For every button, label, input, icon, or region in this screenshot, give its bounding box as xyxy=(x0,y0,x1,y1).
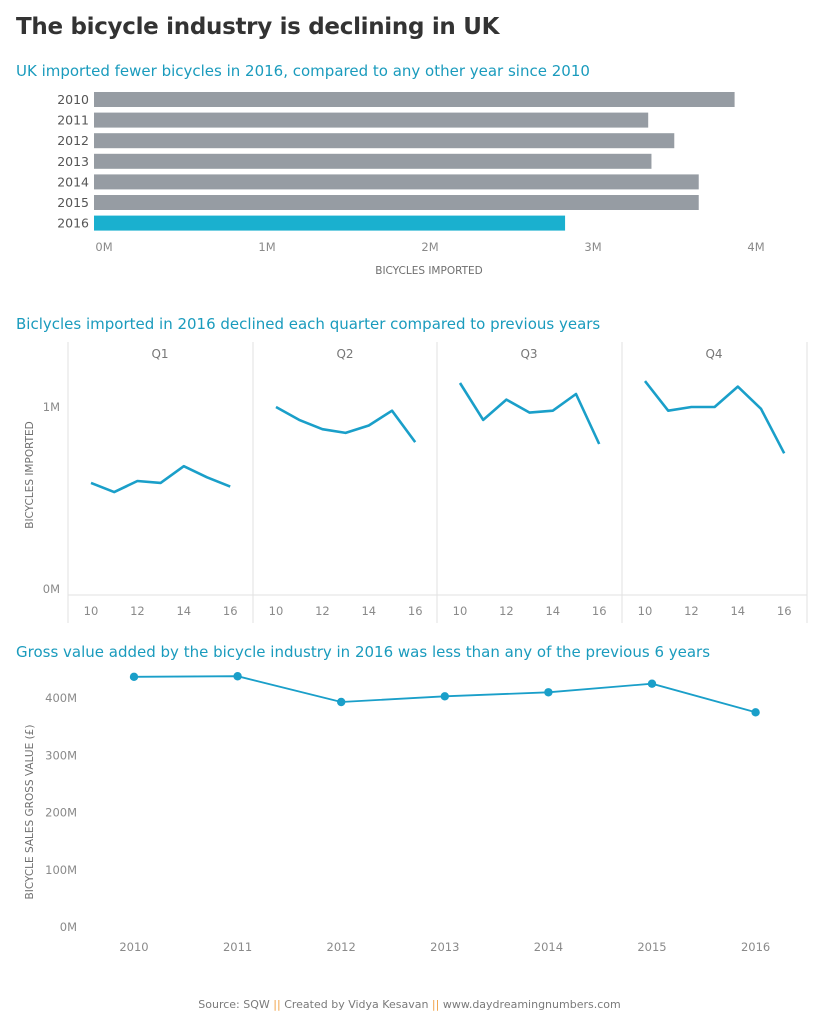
x-tick-label: 16 xyxy=(777,604,792,618)
y-tick-label: 0M xyxy=(43,582,60,596)
bar-category-label: 2010 xyxy=(57,92,89,107)
bar-2010 xyxy=(94,92,735,107)
y-tick-label: 0M xyxy=(60,920,77,934)
bar-2013 xyxy=(94,153,652,169)
x-tick-label: 12 xyxy=(315,604,330,618)
y-tick-label: 1M xyxy=(43,400,60,414)
series-line-Q2 xyxy=(275,405,417,443)
x-tick-label: 10 xyxy=(638,604,653,618)
bar-category-label: 2012 xyxy=(57,133,89,148)
x-tick-label: 10 xyxy=(453,604,468,618)
panel-label-Q1: Q1 xyxy=(151,347,168,361)
y-axis-label: BICYCLES IMPORTED xyxy=(24,421,36,529)
footer-site: www.daydreamingnumbers.com xyxy=(442,998,621,1011)
x-tick-label: 16 xyxy=(592,604,607,618)
data-point-2012 xyxy=(337,697,346,707)
x-tick-label: 12 xyxy=(130,604,145,618)
y-tick-label: 100M xyxy=(45,863,77,877)
gross-value-chart-title: Gross value added by the bicycle industr… xyxy=(16,643,711,661)
x-tick-label: 1M xyxy=(258,240,275,254)
bar-2012 xyxy=(94,133,675,149)
x-tick-label: 4M xyxy=(747,240,764,254)
bar-category-label: 2011 xyxy=(57,113,89,128)
bar-chart-title: UK imported fewer bicycles in 2016, comp… xyxy=(16,62,590,80)
series-line-Q1 xyxy=(90,464,231,494)
footer-credit: Created by Vidya Kesavan xyxy=(284,998,429,1011)
x-tick-label: 2M xyxy=(421,240,438,254)
quarterly-line-chart: 1M 0M BICYCLES IMPORTED Q1 10 12 14 16 Q2 10 12 14 1… xyxy=(24,342,808,623)
x-tick-label: 12 xyxy=(684,604,699,618)
y-axis-label: BICYCLE SALES GROSS VALUE (£) xyxy=(24,725,36,900)
x-axis-label: BICYCLES IMPORTED xyxy=(375,265,483,277)
bar-2015 xyxy=(94,195,699,210)
x-tick-label: 16 xyxy=(223,604,238,618)
footer: Source: SQW || Created by Vidya Kesavan … xyxy=(0,998,819,1011)
data-point-2016 xyxy=(751,708,760,717)
x-tick-label: 14 xyxy=(176,604,191,618)
quarterly-chart-title: Biclycles imported in 2016 declined each… xyxy=(16,315,601,333)
bar-2014 xyxy=(94,174,699,190)
bar-2016 xyxy=(94,215,566,231)
data-point-2015 xyxy=(647,679,657,688)
series-line-Q3 xyxy=(458,382,601,445)
x-tick-label: 14 xyxy=(361,604,376,618)
x-tick-label: 2011 xyxy=(223,940,252,954)
y-tick-label: 300M xyxy=(45,748,77,762)
y-tick-label: 400M xyxy=(45,691,77,705)
bar-category-label: 2015 xyxy=(57,195,89,210)
data-point-2014 xyxy=(544,688,553,697)
x-tick-label: 12 xyxy=(499,604,514,618)
footer-separator: || xyxy=(431,998,440,1011)
x-tick-label: 0M xyxy=(95,240,112,254)
bar-category-label: 2014 xyxy=(57,174,89,189)
bar-category-label: 2016 xyxy=(57,216,89,231)
x-tick-label: 2010 xyxy=(119,940,148,954)
x-tick-label: 2014 xyxy=(534,940,563,954)
data-point-2013 xyxy=(440,692,449,701)
bar-category-label: 2013 xyxy=(57,154,89,169)
bar-2011 xyxy=(94,112,649,128)
bar-chart: 2010 2011 2012 2013 2014 2015 2016 0M 1M 2M 3M 4M BI… xyxy=(57,92,765,277)
panel-label-Q3: Q3 xyxy=(520,347,537,361)
x-tick-label: 2013 xyxy=(430,940,459,954)
footer-separator: || xyxy=(273,998,281,1011)
page-title: The bicycle industry is declining in UK xyxy=(16,14,500,40)
x-tick-label: 10 xyxy=(84,604,99,618)
y-tick-label: 200M xyxy=(45,806,77,820)
gross-value-line-chart: 400M 300M 200M 100M 0M BICYCLE SALES GROSS VA… xyxy=(24,672,770,954)
x-tick-label: 2012 xyxy=(327,940,356,954)
panel-label-Q4: Q4 xyxy=(705,347,722,361)
data-point-2010 xyxy=(129,672,139,682)
series-line-Q4 xyxy=(643,380,786,454)
x-tick-label: 2015 xyxy=(637,940,666,954)
footer-source: Source: SQW xyxy=(198,998,270,1011)
x-tick-label: 14 xyxy=(545,604,560,618)
x-tick-label: 3M xyxy=(584,240,601,254)
x-tick-label: 16 xyxy=(408,604,423,618)
data-point-2011 xyxy=(233,672,242,681)
panel-label-Q2: Q2 xyxy=(336,347,353,361)
x-tick-label: 14 xyxy=(730,604,745,618)
x-tick-label: 10 xyxy=(269,604,284,618)
x-tick-label: 2016 xyxy=(741,940,770,954)
